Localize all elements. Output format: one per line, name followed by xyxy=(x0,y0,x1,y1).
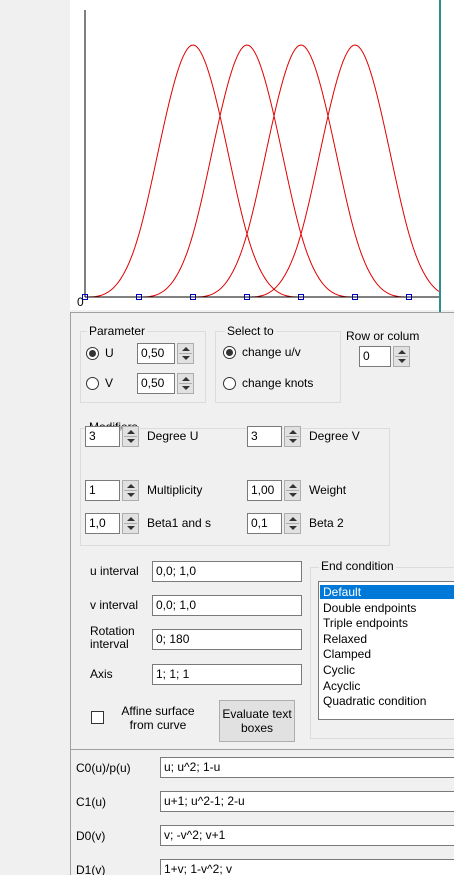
modifier-label: Degree V xyxy=(309,429,360,443)
plot: 0 xyxy=(77,0,441,312)
control-point xyxy=(190,294,196,300)
list-item[interactable]: Clamped xyxy=(323,647,372,662)
modifier-label: Multiplicity xyxy=(147,483,203,497)
list-item[interactable]: Cyclic xyxy=(323,663,355,677)
curve-value[interactable]: v; -v^2; v+1 xyxy=(160,825,454,846)
plot-area xyxy=(70,0,454,310)
spin-button[interactable] xyxy=(393,346,410,367)
modifier-label: Beta1 and s xyxy=(147,516,212,530)
modifier-label: Degree U xyxy=(147,429,199,443)
modifiers-group xyxy=(80,428,390,546)
interval-value[interactable]: 0,0; 1,0 xyxy=(152,561,302,582)
control-point xyxy=(298,294,304,300)
basis-curve xyxy=(193,44,409,298)
radio-u[interactable] xyxy=(86,347,99,360)
end-condition-list: Default Double endpoints Triple endpoints R… xyxy=(318,581,454,720)
list-item[interactable]: Quadratic condition xyxy=(323,694,427,709)
group-title: End condition xyxy=(319,559,396,573)
row-column-label: Row or colum xyxy=(346,329,420,343)
modifier-value[interactable]: 1,0 xyxy=(85,513,120,534)
control-point xyxy=(352,294,358,300)
curve-value[interactable]: 1+v; 1-v^2; v xyxy=(160,859,454,875)
radio-label: V xyxy=(105,376,114,390)
curve-label: C1(u) xyxy=(76,795,107,809)
radio-label: change knots xyxy=(242,376,314,390)
u-value[interactable]: 0,50 xyxy=(137,343,175,364)
spin-button[interactable] xyxy=(122,513,139,534)
spin-button[interactable] xyxy=(177,373,194,394)
control-panel xyxy=(70,312,454,875)
v-value[interactable]: 0,50 xyxy=(137,373,175,394)
row-column-value[interactable]: 0 xyxy=(359,346,391,367)
basis-curve xyxy=(247,44,440,298)
spin-button[interactable] xyxy=(284,513,301,534)
radio-change-knots[interactable] xyxy=(223,377,236,390)
radio-v[interactable] xyxy=(86,377,99,390)
checkbox-label: Affine surface from curve xyxy=(121,704,195,732)
spin-button[interactable] xyxy=(122,426,139,447)
control-point xyxy=(136,294,142,300)
radio-label: U xyxy=(105,346,114,360)
interval-value[interactable]: 1; 1; 1 xyxy=(152,664,302,685)
interval-label: Rotation interval xyxy=(90,624,135,651)
group-title: Select to xyxy=(225,324,276,338)
control-point xyxy=(406,294,412,300)
spin-button[interactable] xyxy=(122,480,139,501)
basis-curve xyxy=(85,44,301,298)
interval-label: v interval xyxy=(90,598,139,612)
interval-label: Axis xyxy=(90,667,113,681)
select-to-group xyxy=(215,331,341,403)
origin-label: 0 xyxy=(77,295,84,309)
curve-value[interactable]: u+1; u^2-1; 2-u xyxy=(160,791,454,812)
modifier-value[interactable]: 1 xyxy=(85,480,120,501)
control-point xyxy=(244,294,250,300)
modifier-label: Weight xyxy=(309,483,347,497)
list-item[interactable]: Double endpoints xyxy=(323,600,417,615)
radio-change-uv[interactable] xyxy=(223,346,236,359)
list-item[interactable]: Acyclic xyxy=(323,678,361,693)
curve-value[interactable]: u; u^2; 1-u xyxy=(160,757,454,778)
modifier-value[interactable]: 3 xyxy=(85,426,120,447)
list-item[interactable]: Triple endpoints xyxy=(323,616,408,631)
checkbox[interactable] xyxy=(91,711,104,724)
spin-button[interactable] xyxy=(284,480,301,501)
interval-value[interactable]: 0,0; 1,0 xyxy=(152,595,302,616)
list-item[interactable]: Default xyxy=(320,585,454,599)
modifier-label: Beta 2 xyxy=(309,516,344,530)
modifier-value[interactable]: 3 xyxy=(247,426,282,447)
evaluate-button[interactable]: Evaluate text boxes xyxy=(219,700,295,742)
curve-label: C0(u)/p(u) xyxy=(76,761,131,775)
spin-button[interactable] xyxy=(284,426,301,447)
group-title: Parameter xyxy=(87,324,148,338)
interval-label: u interval xyxy=(90,564,139,578)
list-item[interactable]: Relaxed xyxy=(323,631,368,646)
control-point xyxy=(82,294,88,300)
separator xyxy=(70,749,454,750)
curve-label: D1(v) xyxy=(76,863,106,875)
basis-curve xyxy=(139,44,355,298)
interval-value[interactable]: 0; 180 xyxy=(152,629,302,650)
radio-label: change u/v xyxy=(242,345,301,359)
modifier-value[interactable]: 1,00 xyxy=(247,480,282,501)
curve-label: D0(v) xyxy=(76,829,106,843)
modifier-value[interactable]: 0,1 xyxy=(247,513,282,534)
spin-button[interactable] xyxy=(177,343,194,364)
